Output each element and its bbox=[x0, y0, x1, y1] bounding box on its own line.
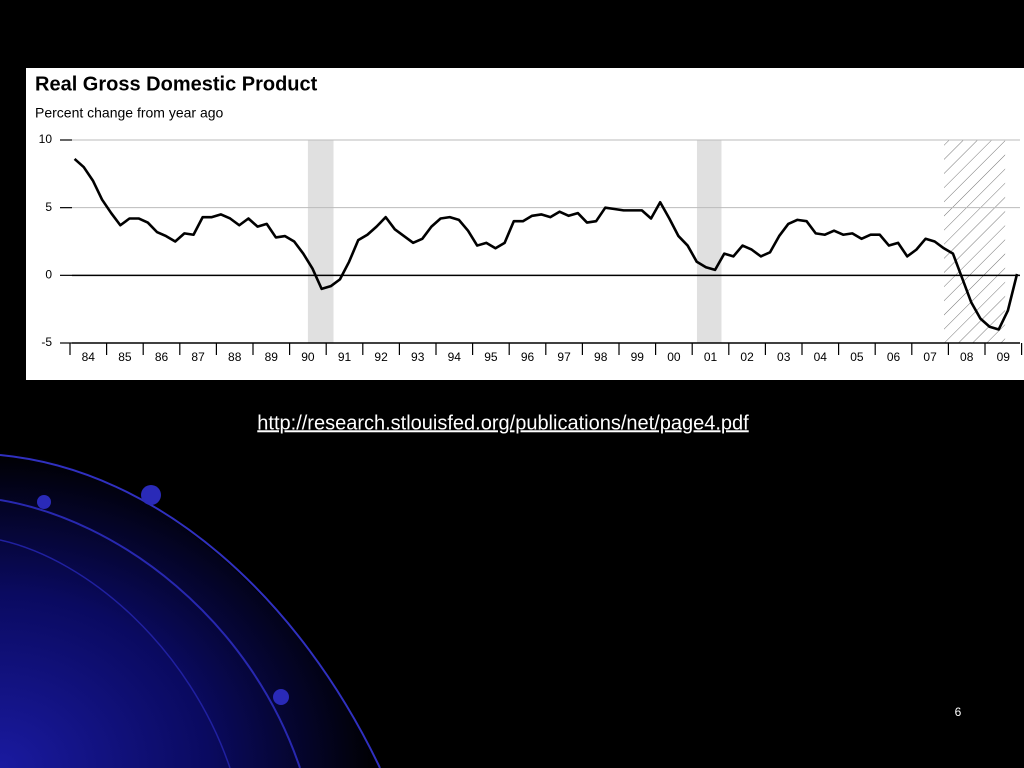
x-tick-label: 00 bbox=[667, 350, 681, 364]
chart-title: Real Gross Domestic Product bbox=[35, 73, 318, 95]
x-tick-label: 09 bbox=[997, 350, 1011, 364]
x-tick-label: 89 bbox=[265, 350, 279, 364]
x-tick-label: 01 bbox=[704, 350, 718, 364]
x-tick-label: 96 bbox=[521, 350, 535, 364]
background-decoration bbox=[0, 450, 381, 768]
recession-band bbox=[944, 140, 1006, 343]
x-tick-label: 05 bbox=[850, 350, 864, 364]
recession-band bbox=[307, 140, 334, 343]
x-tick-label: 87 bbox=[191, 350, 205, 364]
x-tick-label: 94 bbox=[448, 350, 462, 364]
x-tick-label: 90 bbox=[301, 350, 315, 364]
y-tick-label: 5 bbox=[45, 200, 52, 214]
x-tick-label: 97 bbox=[557, 350, 571, 364]
x-tick-label: 08 bbox=[960, 350, 974, 364]
chart-panel bbox=[26, 68, 1024, 380]
slide-number: 6 bbox=[955, 705, 962, 719]
x-tick-label: 86 bbox=[155, 350, 169, 364]
x-tick-label: 95 bbox=[484, 350, 498, 364]
x-tick-label: 03 bbox=[777, 350, 791, 364]
x-tick-label: 92 bbox=[374, 350, 388, 364]
x-tick-label: 88 bbox=[228, 350, 242, 364]
data-line bbox=[73, 157, 1019, 331]
chart: Real Gross Domestic Product Percent chan… bbox=[35, 73, 1023, 364]
y-tick-label: 0 bbox=[45, 268, 52, 282]
y-tick-label: 10 bbox=[39, 132, 53, 146]
x-tick-label: 07 bbox=[923, 350, 937, 364]
x-tick-label: 06 bbox=[887, 350, 901, 364]
recession-band bbox=[696, 140, 722, 343]
x-tick-label: 85 bbox=[118, 350, 132, 364]
x-tick-label: 04 bbox=[814, 350, 828, 364]
y-tick-label: -5 bbox=[41, 335, 52, 349]
x-tick-label: 99 bbox=[631, 350, 645, 364]
x-tick-label: 84 bbox=[82, 350, 96, 364]
x-tick-label: 98 bbox=[594, 350, 608, 364]
x-tick-label: 91 bbox=[338, 350, 352, 364]
chart-subtitle: Percent change from year ago bbox=[35, 105, 224, 121]
x-tick-label: 02 bbox=[740, 350, 754, 364]
x-tick-label: 93 bbox=[411, 350, 425, 364]
source-link[interactable]: http://research.stlouisfed.org/publicati… bbox=[257, 412, 749, 434]
